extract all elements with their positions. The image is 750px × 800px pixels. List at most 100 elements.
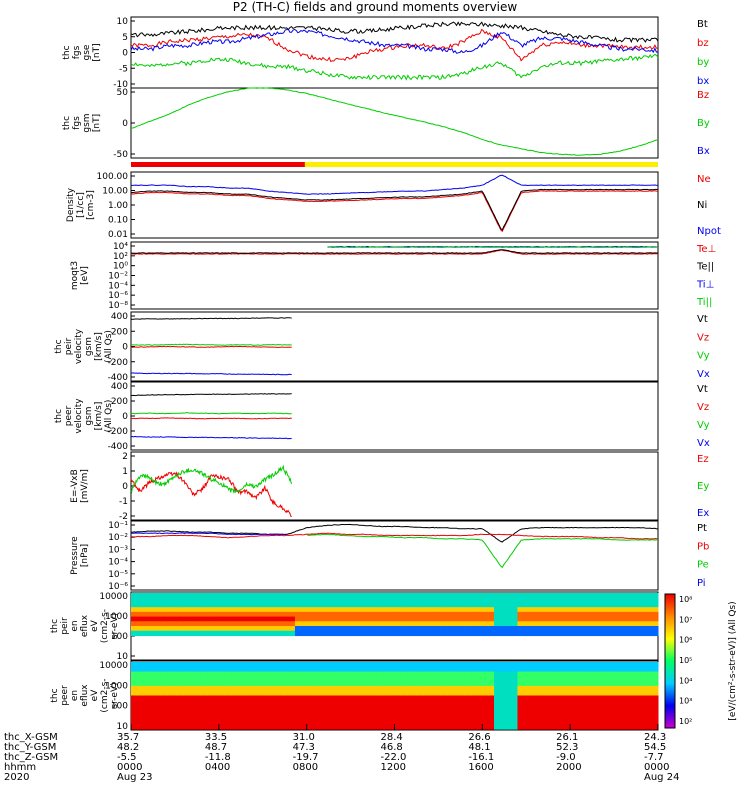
spectrogram-cell [183, 709, 191, 716]
spectrogram-cell [289, 602, 296, 608]
spectrogram-cell [406, 662, 413, 668]
spectrogram-cell [242, 602, 249, 608]
ylabel-line-2: Density [66, 187, 76, 222]
spectrogram-cell [587, 593, 595, 599]
spectrogram-cell [312, 602, 319, 608]
spectrogram-cell [488, 616, 495, 622]
ylabel-line-8: peir [60, 617, 70, 635]
spectrogram-cell [371, 621, 378, 627]
legend-Bx: Bx [697, 146, 710, 157]
spectrogram-cell [318, 666, 325, 673]
spectrogram-cell [476, 602, 483, 608]
spectrogram-cell [283, 621, 290, 627]
spectrogram-cell [564, 671, 571, 677]
spectrogram-cell [412, 690, 419, 697]
spectrogram-cell [605, 607, 612, 613]
spectrogram-cell [230, 714, 237, 721]
spectrogram-cell [535, 700, 542, 706]
spectrogram-cell [628, 611, 636, 618]
spectrogram-cell [271, 666, 278, 673]
spectrogram-cell [611, 616, 618, 622]
spectrogram-cell [224, 709, 232, 716]
spectrogram-cell [587, 681, 595, 687]
spectrogram-cell [400, 685, 407, 692]
spectrogram-cell [166, 724, 173, 730]
spectrogram-cell [576, 630, 583, 637]
spectrogram-cell [353, 621, 360, 627]
spectrogram-cell [517, 685, 524, 692]
spectrogram-cell [628, 602, 636, 608]
spectrogram-cell [499, 630, 507, 637]
spectrogram-cell [488, 719, 495, 725]
spectrogram-cell [640, 593, 647, 599]
spectrogram-cell [253, 676, 261, 682]
spectrogram-cell [271, 593, 278, 599]
spectrogram-cell [341, 666, 349, 673]
ylabel-line-9: peer [60, 685, 70, 706]
spectrogram-cell [652, 666, 659, 673]
spectrogram-cell [318, 700, 325, 706]
spectrogram-cell [183, 724, 191, 730]
spectrogram-cell [318, 681, 325, 687]
xaxis-cell: -7.7 [644, 752, 664, 763]
spectrogram-cell [212, 602, 220, 608]
spectrogram-cell [131, 705, 138, 711]
spectrogram-cell [570, 602, 577, 608]
spectrogram-cell [312, 695, 319, 701]
spectrogram-cell [189, 676, 196, 682]
spectrogram-cell [294, 630, 302, 637]
spectrogram-cell [605, 602, 612, 608]
spectrogram-cell [324, 676, 331, 682]
spectrogram-cell [429, 621, 436, 627]
spectrogram-cell [388, 685, 395, 692]
spectrogram-cell [224, 724, 232, 730]
spectrogram-cell [224, 681, 232, 687]
spectrogram-cell [242, 671, 249, 677]
spectrogram-cell [482, 719, 489, 725]
spectrogram-cell [224, 695, 232, 701]
spectrogram-cell [306, 719, 314, 725]
spectrogram-cell [499, 671, 507, 677]
spectrogram-cell [523, 593, 530, 599]
spectrogram-cell [576, 662, 583, 668]
spectrogram-cell [189, 695, 196, 701]
spectrogram-cell [499, 666, 507, 673]
spectrogram-cell [248, 695, 255, 701]
spectrogram-cell [382, 607, 390, 613]
spectrogram-cell [576, 597, 583, 604]
spectrogram-cell [318, 690, 325, 697]
spectrogram-cell [382, 626, 390, 632]
spectrogram-cell [505, 616, 513, 622]
spectrogram-cell [300, 607, 308, 613]
spectrogram-cell [540, 681, 548, 687]
spectrogram-cell [306, 662, 314, 668]
spectrogram-cell [482, 616, 489, 622]
spectrogram-cell [277, 662, 284, 668]
spectrogram-cell [131, 662, 138, 668]
spectrogram-cell [494, 690, 501, 697]
spectrogram-cell [423, 709, 431, 716]
spectrogram-cell [160, 666, 167, 673]
spectrogram-cell [400, 705, 407, 711]
spectrogram-cell [587, 607, 595, 613]
spectrogram-cell [306, 597, 314, 604]
spectrogram-cell [435, 597, 442, 604]
spectrogram-cell [435, 671, 442, 677]
spectrogram-cell [212, 597, 220, 604]
legend-By: By [697, 118, 710, 129]
spectrogram-cell [388, 602, 395, 608]
legend-Ne: Ne [697, 174, 711, 185]
spectrogram-cell [617, 714, 624, 721]
spectrogram-cell [640, 690, 647, 697]
panel-frame-2 [130, 171, 659, 239]
spectrogram-cell [581, 719, 589, 725]
spectrogram-cell [523, 597, 530, 604]
ylabel-line-3: [eV] [80, 266, 90, 285]
panel-frame-3 [130, 241, 659, 310]
spectrogram-cell [312, 700, 319, 706]
spectrogram-cell [289, 690, 296, 697]
spectrogram-cell [306, 630, 314, 637]
spectrogram-cell [218, 690, 226, 697]
spectrogram-cell [294, 714, 302, 721]
